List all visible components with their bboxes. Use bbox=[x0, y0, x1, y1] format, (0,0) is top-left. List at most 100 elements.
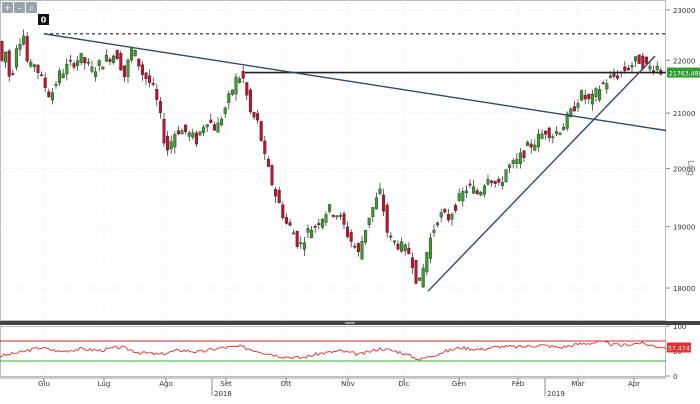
x-month-label: Ott bbox=[281, 380, 292, 388]
x-month-label: Mar bbox=[571, 380, 584, 388]
candle-body bbox=[32, 64, 36, 68]
candle-body bbox=[616, 75, 620, 79]
crosshair-icon: + bbox=[4, 4, 11, 13]
x-month-label: Ago bbox=[159, 380, 173, 388]
crosshair-button[interactable] bbox=[2, 2, 13, 13]
candle-body bbox=[266, 158, 270, 167]
candle-body bbox=[418, 277, 422, 281]
candle-body bbox=[580, 90, 584, 101]
candle-body bbox=[590, 94, 594, 105]
candle-body bbox=[108, 58, 112, 62]
rsi-y-tick-label: 0 bbox=[673, 373, 677, 381]
x-year-label: 2019 bbox=[547, 390, 565, 398]
candle-body bbox=[162, 119, 166, 144]
candle-body bbox=[14, 48, 18, 68]
candle-body bbox=[324, 214, 328, 223]
candle-body bbox=[349, 232, 353, 242]
candle-body bbox=[464, 190, 468, 194]
candle-body bbox=[194, 132, 198, 145]
rsi-value-tag bbox=[667, 342, 691, 353]
candle-body bbox=[295, 230, 299, 247]
y-tick-label: 19000 bbox=[673, 224, 695, 232]
candle-body bbox=[274, 189, 278, 197]
candle-body bbox=[36, 64, 40, 73]
zoom-in-icon: ⌕ bbox=[29, 4, 33, 13]
candle-body bbox=[227, 93, 231, 103]
candle-body bbox=[263, 140, 267, 154]
candle-body bbox=[392, 240, 396, 243]
candle-body bbox=[605, 83, 609, 90]
candle-body bbox=[104, 55, 108, 62]
candle-body bbox=[518, 152, 522, 164]
candle-body bbox=[338, 215, 342, 217]
candle-body bbox=[11, 72, 15, 75]
candle-body bbox=[25, 36, 29, 62]
candle-body bbox=[500, 182, 504, 186]
candle-body bbox=[65, 63, 69, 75]
candle-body bbox=[0, 41, 4, 61]
candle-body bbox=[288, 222, 292, 226]
candle-body bbox=[212, 124, 216, 131]
candle-body bbox=[385, 204, 389, 233]
candle-body bbox=[587, 93, 591, 100]
candle-body bbox=[634, 56, 638, 62]
candle-body bbox=[626, 67, 630, 70]
candle-body bbox=[400, 241, 404, 252]
candle-body bbox=[252, 112, 256, 118]
candle-body bbox=[245, 82, 249, 96]
separator-grip[interactable] bbox=[345, 322, 355, 324]
x-month-label: Giu bbox=[38, 380, 50, 388]
candle-body bbox=[443, 209, 447, 213]
candle-body bbox=[623, 66, 627, 72]
candle-body bbox=[148, 75, 152, 83]
zoom-out-button[interactable] bbox=[14, 2, 25, 13]
candle-body bbox=[472, 186, 476, 194]
rsi-panel bbox=[0, 326, 666, 377]
x-month-label: Set bbox=[220, 380, 232, 388]
descending-trendline[interactable] bbox=[43, 33, 667, 132]
candle-body bbox=[18, 44, 22, 50]
candle-body bbox=[540, 133, 544, 139]
candle-body bbox=[331, 215, 335, 217]
candle-body bbox=[403, 244, 407, 251]
indicator-badge[interactable] bbox=[38, 14, 49, 25]
main-panel bbox=[0, 0, 666, 321]
candle-body bbox=[281, 204, 285, 219]
candle-body bbox=[22, 35, 26, 45]
y-scale-label: Log bbox=[685, 160, 695, 176]
candle-body bbox=[58, 70, 62, 84]
candle-body bbox=[346, 226, 350, 238]
candle-body bbox=[317, 223, 321, 225]
candle-body bbox=[256, 113, 260, 121]
candle-body bbox=[414, 260, 418, 284]
candle-body bbox=[572, 106, 576, 112]
ascending-trendline[interactable] bbox=[427, 55, 656, 292]
candle-body bbox=[482, 185, 486, 195]
candle-body bbox=[497, 179, 501, 183]
candle-body bbox=[425, 252, 429, 273]
zoom-in-button[interactable] bbox=[26, 2, 37, 13]
candle-body bbox=[407, 247, 411, 255]
x-month-label: Gen bbox=[452, 380, 466, 388]
candle-body bbox=[241, 71, 245, 79]
x-month-label: Feb bbox=[512, 380, 525, 388]
candle-body bbox=[644, 56, 648, 64]
candle-body bbox=[356, 243, 360, 252]
candle-body bbox=[97, 60, 101, 66]
candle-body bbox=[47, 91, 51, 98]
candle-body bbox=[248, 89, 252, 113]
x-month-label: Nov bbox=[341, 380, 355, 388]
candle-body bbox=[223, 107, 227, 114]
candle-body bbox=[234, 76, 238, 95]
candle-body bbox=[389, 235, 393, 238]
candle-body bbox=[360, 241, 364, 260]
candle-body bbox=[378, 188, 382, 194]
candle-body bbox=[7, 50, 11, 77]
candle-body bbox=[486, 179, 490, 185]
candle-body bbox=[209, 119, 213, 123]
candle-body bbox=[475, 190, 479, 195]
indicator-label: 0 bbox=[41, 16, 47, 25]
zoom-out-icon: – bbox=[18, 4, 22, 13]
candle-body bbox=[382, 194, 386, 212]
